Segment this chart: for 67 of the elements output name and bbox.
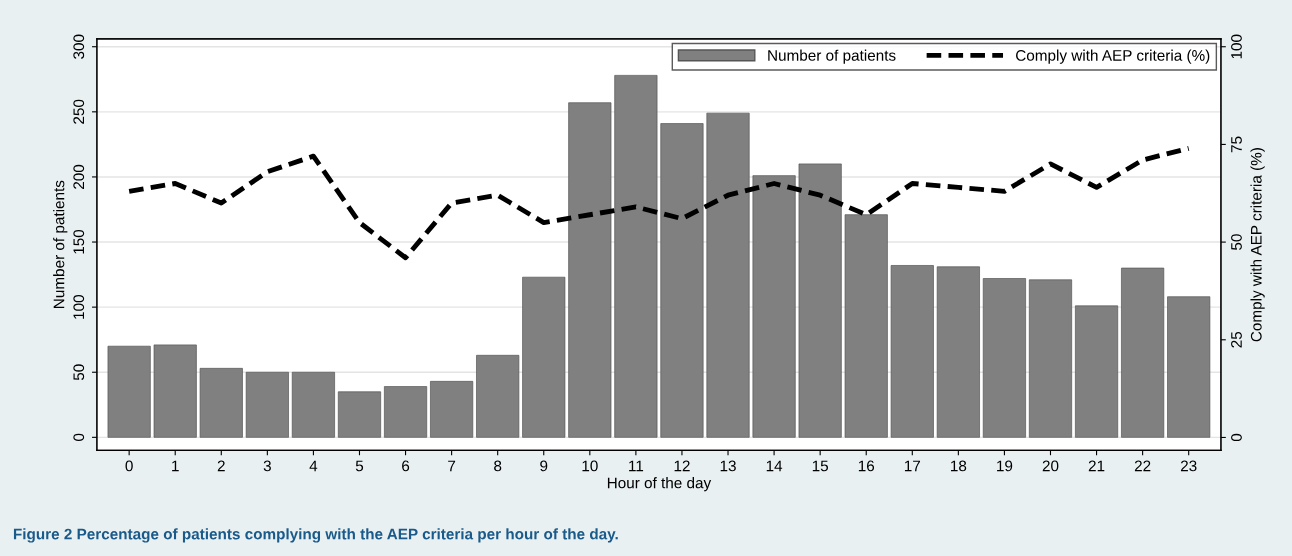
bar bbox=[752, 175, 796, 438]
x-axis-title: Hour of the day bbox=[607, 477, 712, 492]
bar bbox=[568, 102, 612, 438]
bar bbox=[430, 381, 474, 438]
y-tick-label: 200 bbox=[73, 164, 85, 189]
y2-tick-label: 0 bbox=[1231, 433, 1242, 442]
y2-tick-label: 50 bbox=[1231, 234, 1242, 250]
x-tick-label: 0 bbox=[125, 460, 133, 472]
x-tick-label: 11 bbox=[629, 460, 644, 472]
y2-tick-label: 100 bbox=[1231, 34, 1242, 59]
bar bbox=[982, 278, 1026, 438]
bar bbox=[337, 391, 382, 438]
bar bbox=[291, 371, 335, 438]
bar bbox=[199, 367, 243, 438]
x-tick-label: 3 bbox=[263, 460, 271, 472]
y2-axis-title: Comply with AEP criteria (%) bbox=[1250, 148, 1265, 342]
x-tick-label: 21 bbox=[1088, 460, 1105, 472]
x-tick-label: 6 bbox=[402, 460, 410, 472]
bar bbox=[706, 112, 750, 438]
x-tick-label: 15 bbox=[812, 460, 829, 472]
bar bbox=[1028, 279, 1073, 438]
y-tick-label: 100 bbox=[73, 294, 85, 319]
x-tick-label: 23 bbox=[1180, 460, 1197, 472]
x-tick-label: 16 bbox=[858, 460, 875, 472]
bar bbox=[660, 123, 704, 438]
y-tick-label: 150 bbox=[73, 229, 85, 254]
bar bbox=[798, 163, 842, 438]
x-tick-label: 10 bbox=[582, 460, 598, 472]
y2-tick-label: 75 bbox=[1231, 136, 1242, 153]
x-tick-label: 18 bbox=[951, 460, 967, 472]
x-tick-label: 4 bbox=[309, 460, 318, 472]
y2-tick-label: 25 bbox=[1231, 331, 1242, 348]
x-tick-label: 2 bbox=[217, 460, 225, 472]
bar bbox=[476, 354, 520, 438]
bar bbox=[1121, 267, 1165, 438]
x-tick-label: 5 bbox=[355, 460, 364, 472]
x-tick-label: 7 bbox=[448, 460, 456, 472]
bar bbox=[107, 345, 151, 438]
x-tick-label: 19 bbox=[997, 460, 1013, 472]
x-tick-label: 22 bbox=[1134, 460, 1151, 472]
x-tick-label: 13 bbox=[720, 460, 736, 472]
caption: Figure 2 Percentage of patients complying with the AEP criteria per hour of the day. bbox=[13, 528, 618, 543]
bar bbox=[384, 386, 428, 438]
bar bbox=[245, 371, 289, 438]
x-tick-label: 14 bbox=[766, 460, 783, 472]
legend-label: Comply with AEP criteria (%) bbox=[1016, 49, 1210, 64]
bar bbox=[844, 214, 888, 438]
bar bbox=[1167, 296, 1211, 438]
x-tick-label: 9 bbox=[540, 460, 548, 472]
y-axis-title: Number of patients bbox=[53, 180, 68, 308]
x-tick-label: 1 bbox=[172, 460, 179, 472]
bar bbox=[153, 344, 197, 438]
bar bbox=[936, 266, 980, 438]
line-series bbox=[126, 145, 1192, 261]
y-tick-label: 50 bbox=[73, 364, 85, 381]
legend-label: Number of patients bbox=[768, 49, 896, 64]
y-tick-label: 250 bbox=[73, 99, 85, 124]
x-tick-label: 20 bbox=[1042, 460, 1059, 472]
y-tick-label: 0 bbox=[73, 433, 85, 441]
bar bbox=[1075, 305, 1119, 438]
y-tick-label: 300 bbox=[73, 34, 85, 59]
bar bbox=[614, 75, 658, 438]
x-tick-label: 8 bbox=[494, 460, 502, 472]
bar bbox=[890, 265, 934, 438]
x-tick-label: 12 bbox=[674, 460, 690, 472]
x-tick-label: 17 bbox=[904, 460, 921, 472]
bar bbox=[522, 276, 566, 438]
